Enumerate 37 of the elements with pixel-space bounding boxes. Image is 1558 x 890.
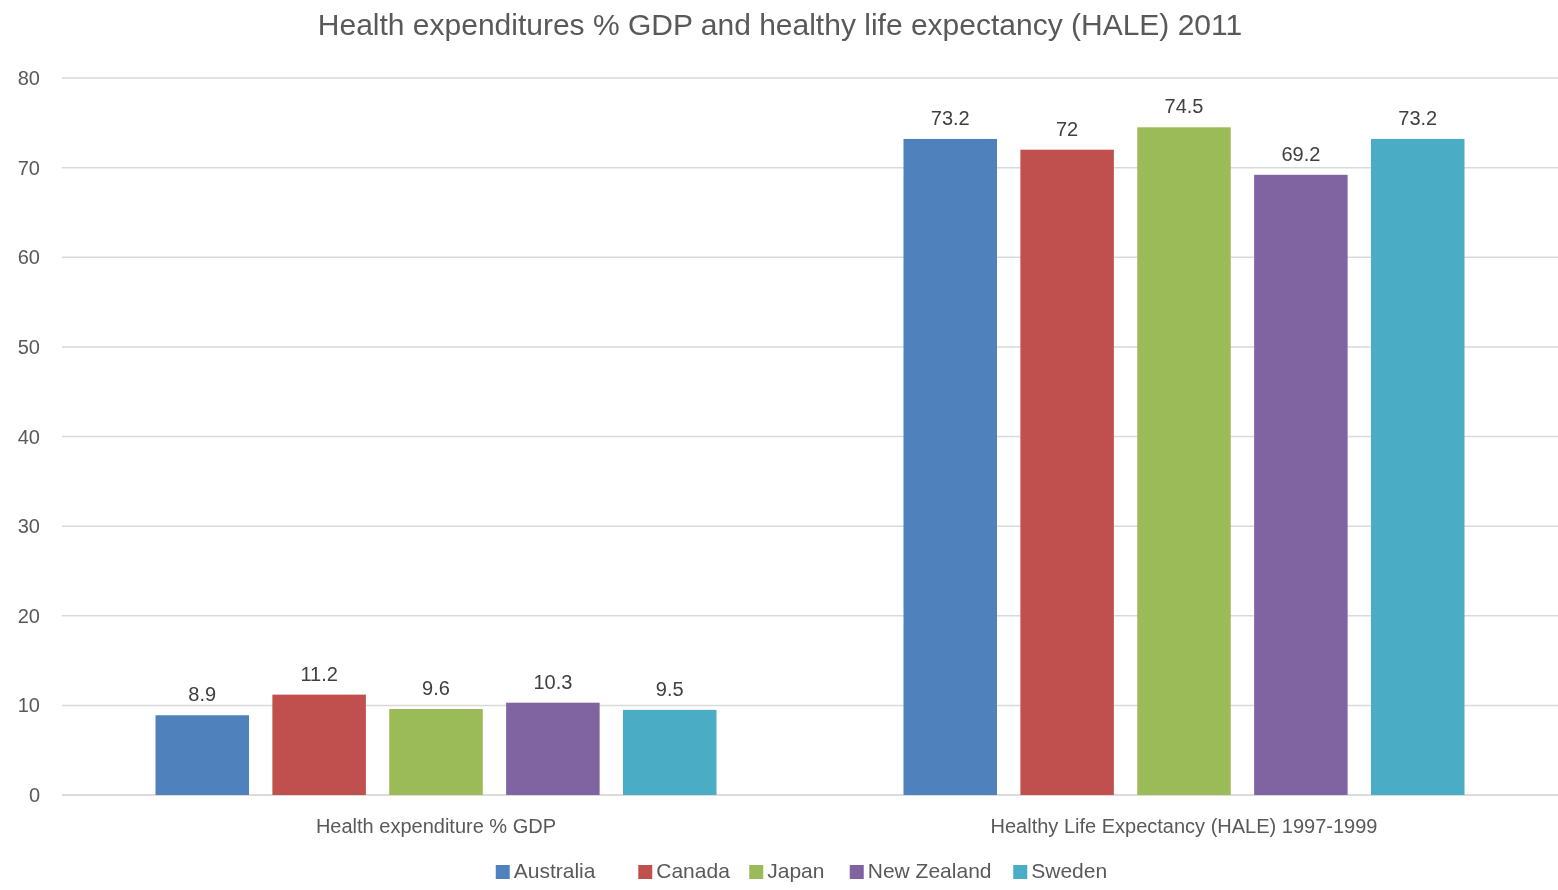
bar: [903, 138, 997, 795]
bar: [272, 694, 366, 795]
legend-label: Sweden: [1031, 859, 1108, 882]
data-label: 73.2: [930, 106, 970, 129]
y-tick-label: 60: [17, 246, 40, 269]
legend-label: Japan: [767, 859, 825, 882]
y-tick-label: 40: [17, 425, 40, 448]
y-tick-label: 10: [17, 694, 40, 717]
data-label: 73.2: [1398, 106, 1438, 129]
legend-label: New Zealand: [867, 859, 992, 882]
data-label: 9.6: [422, 676, 450, 699]
bar: [389, 708, 483, 795]
x-tick-label: Health expenditure % GDP: [315, 815, 557, 837]
y-tick-label: 50: [17, 335, 40, 358]
legend-label: Australia: [513, 859, 596, 882]
y-tick-label: 80: [17, 67, 40, 89]
bar: [1137, 127, 1231, 795]
data-label: 8.9: [188, 683, 217, 706]
y-tick-label: 0: [28, 784, 40, 806]
x-tick-label: Healthy Life Expectancy (HALE) 1997-1999: [990, 815, 1378, 837]
data-label: 72: [1056, 117, 1079, 140]
bar: [623, 709, 717, 795]
chart-title: Health expenditures % GDP and healthy life expectancy (HALE) 2011: [317, 8, 1243, 41]
bar: [1020, 149, 1114, 795]
bar: [1371, 138, 1465, 795]
data-label: 74.5: [1164, 95, 1204, 118]
data-label: 69.2: [1281, 142, 1321, 165]
bar: [1254, 174, 1348, 795]
y-tick-label: 30: [17, 515, 40, 538]
bar: [506, 702, 600, 795]
data-label: 10.3: [533, 670, 573, 693]
bar: [155, 715, 249, 795]
data-label: 11.2: [300, 662, 338, 685]
legend-label: Canada: [656, 859, 731, 882]
y-tick-label: 20: [17, 604, 40, 627]
y-tick-label: 70: [17, 156, 40, 179]
data-label: 9.5: [655, 677, 684, 700]
